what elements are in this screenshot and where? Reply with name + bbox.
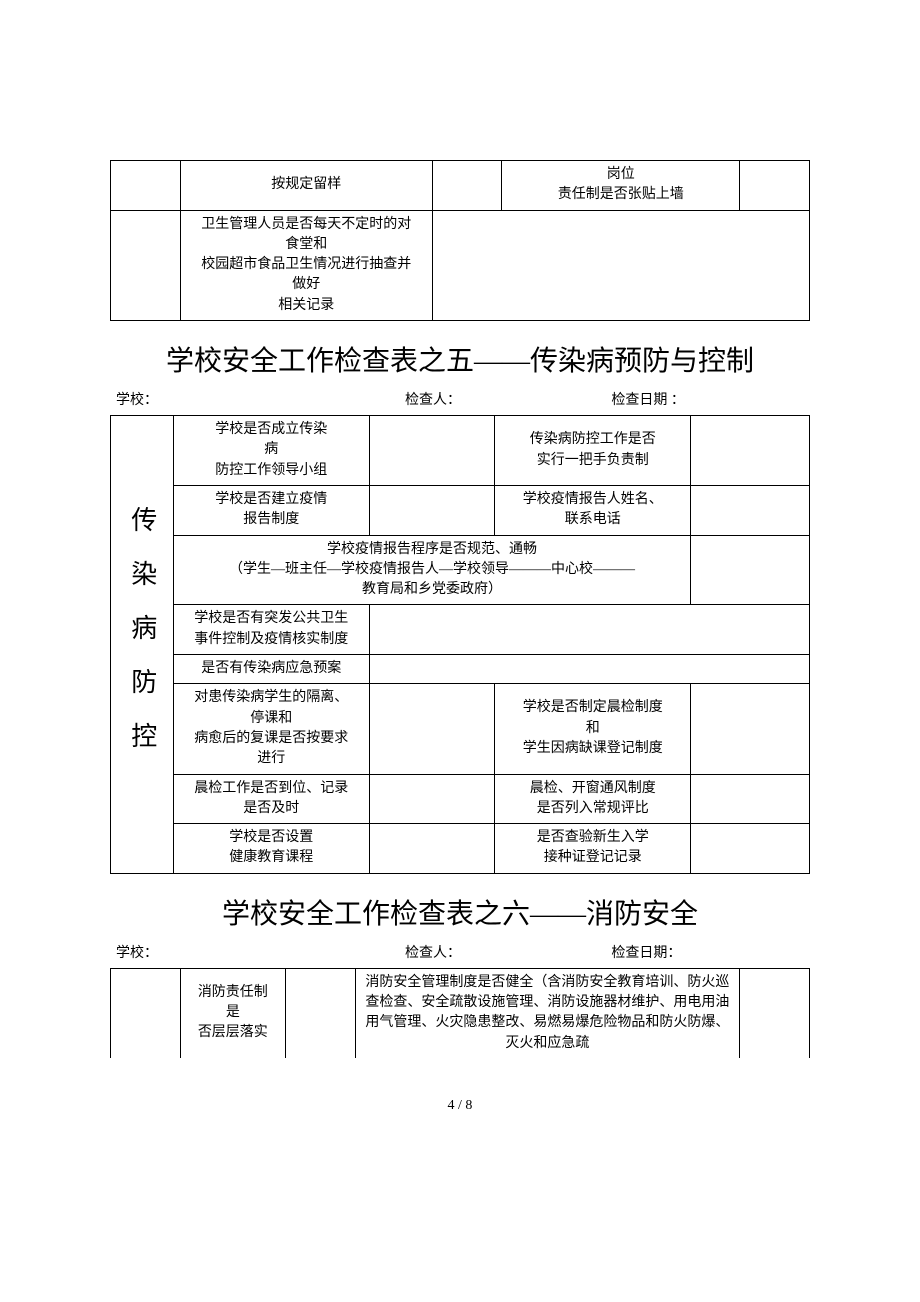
cell-text: 消防安全管理制度是否健全（含消防安全教育培训、防火巡查检查、安全疏散设施管理、消… <box>355 968 739 1058</box>
cell-text: 岗位 责任制是否张贴上墙 <box>502 161 740 211</box>
table-row: 按规定留样 岗位 责任制是否张贴上墙 <box>111 161 810 211</box>
cell-blank <box>369 605 809 655</box>
cell-text: 传染病防控工作是否 实行一把手负责制 <box>495 416 691 486</box>
section6-title: 学校安全工作检查表之六——消防安全 <box>110 892 810 932</box>
cell-text: 是否有传染病应急预案 <box>173 655 369 684</box>
cell-blank <box>111 968 181 1058</box>
cell-blank <box>369 684 495 774</box>
table-row: 学校疫情报告程序是否规范、通畅 （学生—班主任—学校疫情报告人—学校领导———中… <box>111 535 810 605</box>
cell-blank <box>432 161 502 211</box>
school-label: 学校： <box>116 942 405 962</box>
table-row: 消防责任制 是 否层层落实 消防安全管理制度是否健全（含消防安全教育培训、防火巡… <box>111 968 810 1058</box>
date-label: 检查日期 ： <box>611 389 804 409</box>
cell-blank <box>369 416 495 486</box>
cell-blank <box>369 485 495 535</box>
cell-blank <box>369 774 495 824</box>
table-row: 是否有传染病应急预案 <box>111 655 810 684</box>
cell-text: 晨检、开窗通风制度 是否列入常规评比 <box>495 774 691 824</box>
page-footer: 4 / 8 <box>110 1098 810 1114</box>
top-partial-table: 按规定留样 岗位 责任制是否张贴上墙 卫生管理人员是否每天不定时的对 食堂和 校… <box>110 160 810 321</box>
table-row: 学校是否建立疫情 报告制度 学校疫情报告人姓名、 联系电话 <box>111 485 810 535</box>
cell-text: 消防责任制 是 否层层落实 <box>180 968 285 1058</box>
cell-text: 学校是否制定晨检制度 和 学生因病缺课登记制度 <box>495 684 691 774</box>
section5-meta-row: 学校： 检查人： 检查日期 ： <box>110 389 810 409</box>
cell-blank <box>740 968 810 1058</box>
cell-blank <box>432 210 809 320</box>
cell-text: 按规定留样 <box>180 161 432 211</box>
table-row: 晨检工作是否到位、记录 是否及时 晨检、开窗通风制度 是否列入常规评比 <box>111 774 810 824</box>
table-row: 学校是否设置 健康教育课程 是否查验新生入学 接种证登记记录 <box>111 824 810 874</box>
cell-text: 学校是否成立传染 病 防控工作领导小组 <box>173 416 369 486</box>
cell-blank <box>111 210 181 320</box>
inspector-label: 检查人： <box>405 389 611 409</box>
cell-blank <box>691 774 810 824</box>
cell-blank <box>691 535 810 605</box>
cell-blank <box>691 684 810 774</box>
page-number: 4 / 8 <box>448 1098 473 1113</box>
table-row: 对患传染病学生的隔离、 停课和 病愈后的复课是否按要求 进行 学校是否制定晨检制… <box>111 684 810 774</box>
section5-title: 学校安全工作检查表之五——传染病预防与控制 <box>110 339 810 379</box>
cell-blank <box>111 161 181 211</box>
cell-blank <box>691 416 810 486</box>
cell-text: 学校是否设置 健康教育课程 <box>173 824 369 874</box>
cell-text: 学校是否有突发公共卫生 事件控制及疫情核实制度 <box>173 605 369 655</box>
section6-table: 消防责任制 是 否层层落实 消防安全管理制度是否健全（含消防安全教育培训、防火巡… <box>110 968 810 1058</box>
cell-text: 对患传染病学生的隔离、 停课和 病愈后的复课是否按要求 进行 <box>173 684 369 774</box>
cell-text: 晨检工作是否到位、记录 是否及时 <box>173 774 369 824</box>
school-label: 学校： <box>116 389 405 409</box>
cell-blank <box>369 655 809 684</box>
cell-blank <box>285 968 355 1058</box>
cell-text: 是否查验新生入学 接种证登记记录 <box>495 824 691 874</box>
table-row: 传染病防控 学校是否成立传染 病 防控工作领导小组 传染病防控工作是否 实行一把… <box>111 416 810 486</box>
cell-blank <box>369 824 495 874</box>
cell-text: 学校疫情报告人姓名、 联系电话 <box>495 485 691 535</box>
cell-text: 卫生管理人员是否每天不定时的对 食堂和 校园超市食品卫生情况进行抽查并 做好 相… <box>180 210 432 320</box>
date-label: 检查日期： <box>611 942 804 962</box>
cell-text: 学校是否建立疫情 报告制度 <box>173 485 369 535</box>
cell-text: 学校疫情报告程序是否规范、通畅 （学生—班主任—学校疫情报告人—学校领导———中… <box>173 535 690 605</box>
section6-meta-row: 学校： 检查人： 检查日期： <box>110 942 810 962</box>
section5-table: 传染病防控 学校是否成立传染 病 防控工作领导小组 传染病防控工作是否 实行一把… <box>110 415 810 874</box>
vertical-category-label: 传染病防控 <box>111 416 174 874</box>
cell-blank <box>740 161 810 211</box>
cell-blank <box>691 485 810 535</box>
cell-blank <box>691 824 810 874</box>
table-row: 卫生管理人员是否每天不定时的对 食堂和 校园超市食品卫生情况进行抽查并 做好 相… <box>111 210 810 320</box>
table-row: 学校是否有突发公共卫生 事件控制及疫情核实制度 <box>111 605 810 655</box>
inspector-label: 检查人： <box>405 942 611 962</box>
